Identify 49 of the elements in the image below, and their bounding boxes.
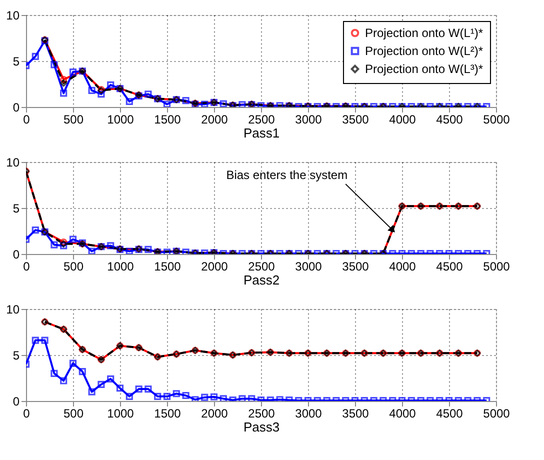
x-tick-label: 4000	[389, 112, 416, 126]
x-tick-label: 2500	[248, 406, 276, 420]
x-tick-label: 1000	[107, 260, 134, 274]
x-tick-label: 0	[23, 112, 30, 126]
x-tick-label: 4000	[389, 406, 416, 420]
x-tick-label: 2000	[201, 406, 228, 420]
x-tick-label: 1500	[154, 260, 182, 274]
x-axis-title: Pass1	[243, 126, 280, 140]
x-tick-label: 4500	[436, 260, 464, 274]
y-tick-label: 10	[6, 156, 20, 170]
x-tick-label: 2500	[248, 260, 276, 274]
x-tick-label: 3500	[342, 260, 370, 274]
x-tick-label: 3000	[295, 260, 322, 274]
y-tick-label: 0	[12, 248, 20, 262]
x-tick-label: 3000	[295, 406, 322, 420]
x-axis-title: Pass3	[243, 420, 280, 434]
x-tick-label: 2500	[248, 112, 276, 126]
y-tick-label: 10	[6, 8, 20, 22]
x-tick-label: 4000	[389, 260, 416, 274]
x-tick-label: 0	[23, 406, 30, 420]
y-tick-label: 0	[12, 100, 20, 114]
x-tick-label: 2000	[201, 112, 228, 126]
x-tick-label: 4500	[436, 112, 464, 126]
x-tick-label: 5000	[483, 260, 510, 274]
legend-label: Projection onto W(L³)*	[365, 62, 484, 76]
legend-label: Projection onto W(L¹)*	[365, 26, 484, 40]
x-tick-label: 500	[63, 406, 84, 420]
y-tick-label: 5	[12, 54, 20, 68]
y-tick-label: 10	[6, 302, 20, 316]
x-tick-label: 4500	[436, 406, 464, 420]
y-tick-label: 5	[12, 348, 20, 362]
x-axis-title: Pass2	[243, 272, 280, 288]
x-tick-label: 2000	[201, 260, 228, 274]
x-tick-label: 500	[63, 260, 84, 274]
legend-label: Projection onto W(L²)*	[365, 44, 484, 58]
x-tick-label: 0	[23, 260, 30, 274]
x-tick-label: 1500	[154, 406, 182, 420]
x-tick-label: 500	[63, 112, 84, 126]
x-tick-label: 3500	[342, 112, 370, 126]
x-tick-label: 5000	[483, 406, 510, 420]
y-tick-label: 5	[12, 202, 20, 216]
y-tick-label: 0	[12, 394, 20, 408]
x-tick-label: 1000	[107, 406, 134, 420]
x-tick-label: 1500	[154, 112, 182, 126]
x-tick-label: 3500	[342, 406, 370, 420]
x-tick-label: 5000	[483, 112, 510, 126]
annotation: Bias enters the system	[226, 168, 348, 182]
x-tick-label: 1000	[107, 112, 134, 126]
x-tick-label: 3000	[295, 112, 322, 126]
